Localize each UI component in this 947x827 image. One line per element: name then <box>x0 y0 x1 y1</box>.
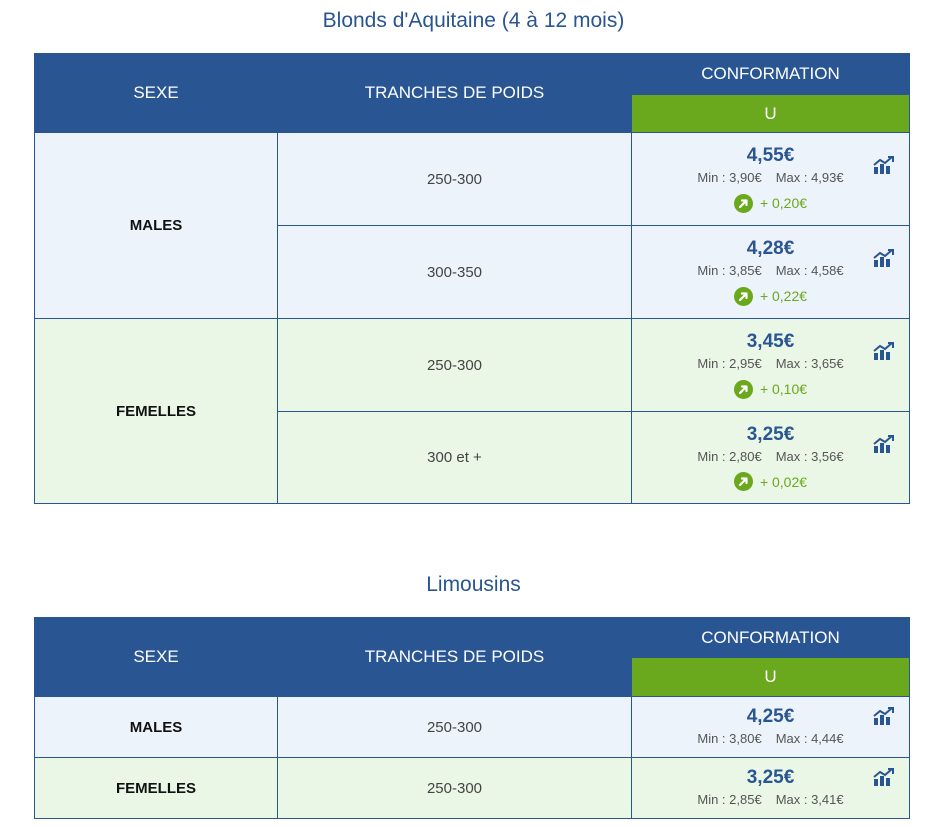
price-cell: 4,55€ Min : 3,90€ Max : 4,93€ + 0,20€ <box>631 132 910 226</box>
change-value: + 0,20€ <box>759 195 808 211</box>
header-tranches: TRANCHES DE POIDS <box>277 617 632 697</box>
price-change: + 0,22€ <box>632 286 909 306</box>
chart-trend-icon[interactable] <box>873 706 895 726</box>
chart-trend-icon[interactable] <box>873 767 895 787</box>
table-row: 300 et + 3,25€ Min : 2,80€ Max : 3,56€ + … <box>35 411 910 504</box>
price-change: + 0,10€ <box>632 379 909 399</box>
change-value: + 0,02€ <box>759 473 808 490</box>
price-cell: 3,25€ Min : 2,85€ Max : 3,41€ <box>631 757 910 819</box>
sexe-cell-males: MALES <box>34 696 278 758</box>
header-sexe: SEXE <box>34 53 278 133</box>
tranche-cell: 250-300 <box>277 757 632 819</box>
price-table-blonds: SEXE TRANCHES DE POIDS CONFORMATION U MA… <box>34 53 910 504</box>
tranche-cell: 300-350 <box>277 225 632 319</box>
table-row: MALES 250-300 4,25€ Min : 3,80€ Max : 4,4… <box>34 696 910 758</box>
tranche-cell: 250-300 <box>277 132 632 226</box>
chart-trend-icon[interactable] <box>873 434 895 454</box>
min-value: Min : 3,90€ <box>697 170 762 185</box>
price-value: 3,25€ <box>746 423 795 445</box>
price-cell: 4,25€ Min : 3,80€ Max : 4,44€ <box>631 696 910 758</box>
table-row: MALES 250-300 4,55€ Min : 3,90€ Max : 4,9… <box>34 132 910 319</box>
tranche-cell: 250-300 <box>277 696 632 758</box>
tranche-cell: 300 et + <box>277 411 632 504</box>
price-value: 4,55€ <box>746 145 795 166</box>
price-value: 3,45€ <box>746 331 795 352</box>
chart-trend-icon[interactable] <box>873 248 895 268</box>
header-grade-u: U <box>631 94 910 133</box>
chart-trend-icon[interactable] <box>873 155 895 175</box>
min-value: Min : 3,80€ <box>697 731 762 746</box>
price-change: + 0,02€ <box>632 472 909 492</box>
up-arrow-circle-icon <box>733 472 753 491</box>
price-cell: 4,28€ Min : 3,85€ Max : 4,58€ + 0,22€ <box>631 225 910 319</box>
table-row: FEMELLES 250-300 3,45€ Min : 2,95€ Max : … <box>34 318 910 504</box>
change-value: + 0,10€ <box>759 381 808 397</box>
price-value: 4,28€ <box>746 238 795 259</box>
table-row: 300-350 4,28€ Min : 3,85€ Max : 4,58€ + 0… <box>35 225 910 319</box>
min-value: Min : 2,80€ <box>697 448 762 464</box>
header-conformation: CONFORMATION <box>631 617 910 658</box>
price-value: 4,25€ <box>746 706 795 727</box>
price-change: + 0,20€ <box>632 193 909 213</box>
header-grade-u: U <box>631 657 910 697</box>
price-cell: 3,45€ Min : 2,95€ Max : 3,65€ + 0,10€ <box>631 318 910 412</box>
section-title-blonds: Blonds d'Aquitaine (4 à 12 mois) <box>322 9 625 32</box>
sexe-cell-femelles: FEMELLES <box>34 757 278 819</box>
header-conformation: CONFORMATION <box>631 53 910 95</box>
min-value: Min : 3,85€ <box>697 263 762 278</box>
max-value: Max : 4,93€ <box>775 170 844 185</box>
max-value: Max : 4,58€ <box>775 263 844 278</box>
max-value: Max : 4,44€ <box>775 731 844 746</box>
price-table-limousins: SEXE TRANCHES DE POIDS CONFORMATION U MA… <box>34 617 910 819</box>
max-value: Max : 3,65€ <box>775 356 844 371</box>
max-value: Max : 3,56€ <box>775 448 844 464</box>
up-arrow-circle-icon <box>733 193 753 213</box>
sexe-cell-femelles: FEMELLES <box>34 318 278 504</box>
max-value: Max : 3,41€ <box>775 792 844 807</box>
up-arrow-circle-icon <box>733 379 753 399</box>
price-value: 3,25€ <box>746 767 795 788</box>
section-title-limousins: Limousins <box>426 573 521 596</box>
min-value: Min : 2,85€ <box>697 792 762 807</box>
min-value: Min : 2,95€ <box>697 356 762 371</box>
table-row: FEMELLES 250-300 3,25€ Min : 2,85€ Max : … <box>34 757 910 819</box>
chart-trend-icon[interactable] <box>873 341 895 361</box>
up-arrow-circle-icon <box>733 286 753 306</box>
header-sexe: SEXE <box>34 617 278 697</box>
header-tranches: TRANCHES DE POIDS <box>277 53 632 133</box>
tranche-cell: 250-300 <box>277 318 632 412</box>
change-value: + 0,22€ <box>759 288 808 304</box>
price-cell: 3,25€ Min : 2,80€ Max : 3,56€ + 0,02€ <box>631 411 910 504</box>
sexe-cell-males: MALES <box>34 132 278 319</box>
